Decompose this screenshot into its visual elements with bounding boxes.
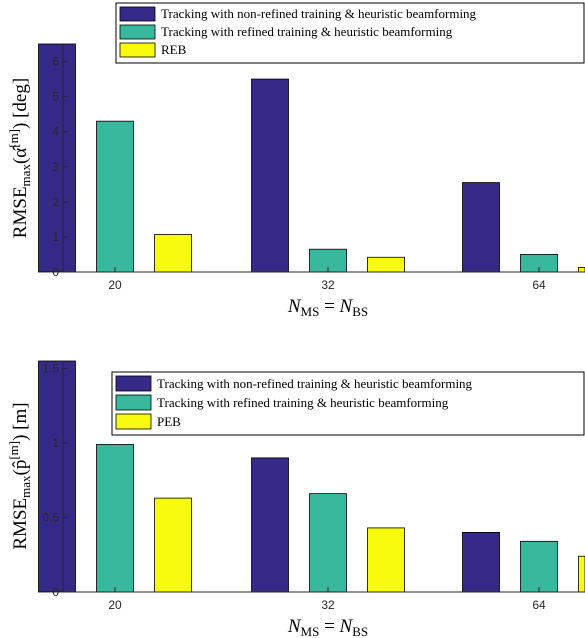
legend-label-top-1: Tracking with refined training & heurist… bbox=[161, 24, 453, 39]
bar-bottom-s1-64 bbox=[520, 540, 558, 593]
legend-bottom: Tracking with non-refined training & heu… bbox=[111, 371, 585, 436]
bar-bottom-s1-20 bbox=[96, 444, 134, 593]
y-axis-label-top: RMSEmax(α̂[m]) [deg] bbox=[6, 78, 33, 238]
bar-top-s0-32 bbox=[251, 78, 289, 273]
x-tick-label-top-0: 20 bbox=[108, 278, 122, 292]
bar-top-s1-20 bbox=[96, 120, 134, 273]
y-tick-label-top-3: 3 bbox=[52, 160, 59, 174]
bar-top-s2-20 bbox=[154, 234, 192, 273]
bar-bottom-s0-20 bbox=[38, 360, 76, 593]
x-tick-label-top-2: 64 bbox=[532, 278, 546, 292]
bar-top-s0-64 bbox=[462, 182, 500, 273]
x-ticks-bottom: 20 32 64 bbox=[108, 587, 546, 612]
bars-bottom bbox=[38, 360, 585, 593]
bar-bottom-s2-64 bbox=[578, 555, 585, 593]
legend-swatch-top-0 bbox=[119, 6, 156, 22]
legend-label-bottom-2: PEB bbox=[157, 414, 181, 429]
y-tick-label-top-6: 6 bbox=[52, 55, 59, 69]
legend-box-top bbox=[115, 2, 585, 64]
y-tick-label-bottom-3: 1.5 bbox=[42, 361, 59, 375]
x-tick-label-top-1: 32 bbox=[321, 278, 335, 292]
x-tick-label-bottom-0: 20 bbox=[108, 598, 122, 612]
legend-label-top-0: Tracking with non-refined training & heu… bbox=[161, 6, 477, 21]
legend-swatch-bottom-1 bbox=[115, 394, 152, 411]
y-tick-label-top-5: 5 bbox=[52, 90, 59, 104]
y-tick-label-top-1: 1 bbox=[52, 230, 59, 244]
y-tick-label-bottom-2: 1 bbox=[52, 436, 59, 450]
legend-swatch-top-2 bbox=[119, 42, 156, 58]
bar-bottom-s1-32 bbox=[309, 493, 347, 593]
x-axis-label-top: NMS = NBS bbox=[287, 296, 368, 319]
y-ticks-bottom: 0 0.5 1 1.5 bbox=[42, 361, 68, 599]
x-ticks-top: 20 32 64 bbox=[108, 267, 546, 292]
y-tick-label-bottom-0: 0 bbox=[52, 585, 59, 599]
bar-bottom-s0-32 bbox=[251, 457, 289, 593]
y-axis-label-bottom: RMSEmax(p̂[m]) [m] bbox=[6, 402, 33, 549]
legend-top: Tracking with non-refined training & heu… bbox=[115, 2, 585, 64]
bars-top bbox=[38, 43, 585, 273]
legend-box-bottom bbox=[111, 371, 585, 436]
legend-label-bottom-0: Tracking with non-refined training & heu… bbox=[157, 376, 473, 391]
y-tick-label-bottom-1: 0.5 bbox=[42, 510, 59, 524]
legend-label-bottom-1: Tracking with refined training & heurist… bbox=[157, 395, 449, 410]
bar-bottom-s0-64 bbox=[462, 531, 500, 593]
legend-swatch-top-1 bbox=[119, 24, 156, 40]
x-tick-label-bottom-2: 64 bbox=[532, 598, 546, 612]
legend-label-top-2: REB bbox=[161, 42, 187, 57]
y-tick-label-top-2: 2 bbox=[52, 195, 59, 209]
x-axis-label-bottom: NMS = NBS bbox=[287, 616, 368, 638]
chart-bottom: 0 0.5 1 1.5 20 32 64 NMS = NBS RMSEmax(p̂[m])… bbox=[6, 360, 585, 638]
bar-top-s0-20 bbox=[38, 43, 76, 273]
chart-top: 0 1 2 3 4 5 6 20 32 64 NMS = NBS RMSEmax(α̂[m]) … bbox=[6, 2, 585, 319]
y-tick-label-top-0: 0 bbox=[52, 265, 59, 279]
legend-swatch-bottom-2 bbox=[115, 413, 152, 430]
y-ticks-top: 0 1 2 3 4 5 6 bbox=[52, 55, 68, 279]
bar-top-s2-32 bbox=[367, 256, 405, 273]
y-tick-label-top-4: 4 bbox=[52, 125, 59, 139]
legend-swatch-bottom-0 bbox=[115, 375, 152, 392]
bar-bottom-s2-32 bbox=[367, 527, 405, 593]
bar-bottom-s2-20 bbox=[154, 497, 192, 593]
bar-top-s2-64 bbox=[578, 267, 585, 273]
x-tick-label-bottom-1: 32 bbox=[321, 598, 335, 612]
